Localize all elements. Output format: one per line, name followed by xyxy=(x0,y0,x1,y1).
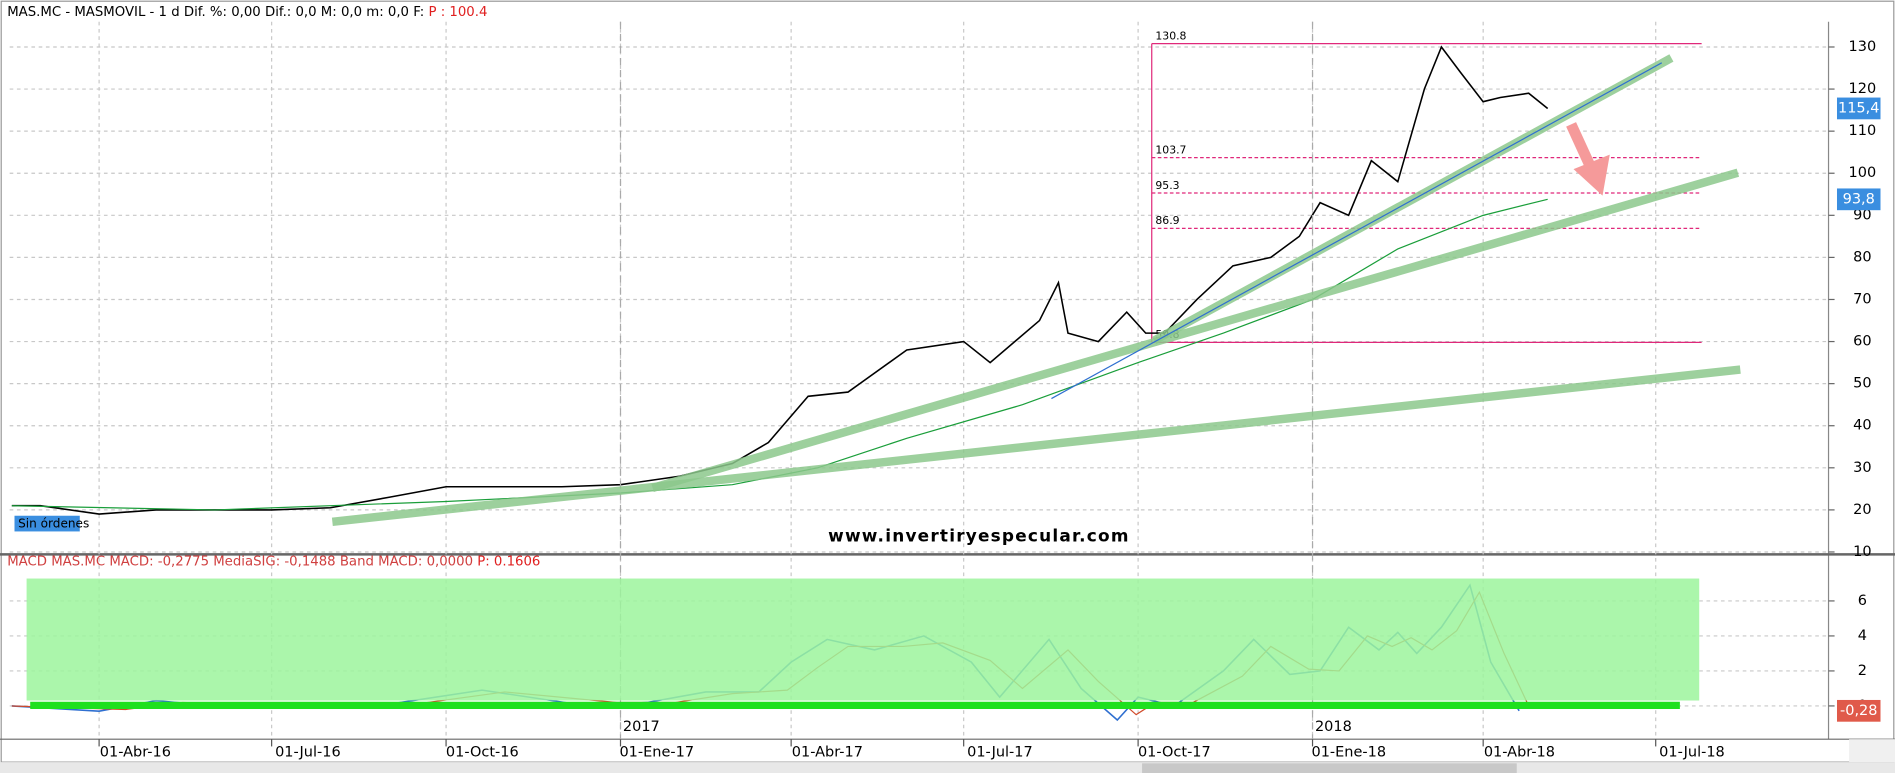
status-badge xyxy=(14,515,80,532)
trend-line xyxy=(651,168,1740,493)
series-line xyxy=(11,198,1548,511)
x-tick-label: 01-Abr-17 xyxy=(792,744,863,760)
regression-line xyxy=(1051,62,1663,400)
x-tick-label: 01-Ene-18 xyxy=(1311,744,1386,760)
y-tick-label: 50 xyxy=(1853,376,1871,392)
year-label: 2017 xyxy=(623,719,660,735)
fib-level-label: 103.7 xyxy=(1155,143,1186,156)
y-tick-label: 10 xyxy=(1853,544,1871,560)
y-tick-label: 100 xyxy=(1849,165,1877,181)
x-tick-label: 01-Oct-16 xyxy=(446,744,519,760)
fib-level-label: 86.9 xyxy=(1155,214,1179,227)
arrow-shaft xyxy=(1566,122,1596,169)
x-tick-label: 01-Jul-18 xyxy=(1659,744,1725,760)
last-value-badge xyxy=(1836,699,1881,722)
fib-level-label: 95.3 xyxy=(1155,179,1179,192)
x-tick-label: 01-Oct-17 xyxy=(1138,744,1211,760)
fib-level-label: 130.8 xyxy=(1155,29,1186,42)
y-tick-label: 70 xyxy=(1853,291,1871,307)
price-note: P : 100.4 xyxy=(429,5,488,20)
status-text: Sin órdenes xyxy=(18,517,89,531)
chart-title: MAS.MC - MASMOVIL - 1 d Dif. %: 0,00 Dif… xyxy=(7,5,487,20)
macd-note: P: 0.1606 xyxy=(477,555,540,570)
series-line xyxy=(11,45,1549,515)
macd-title: MACD MAS.MC MACD: -0,2775 MediaSIG: -0,1… xyxy=(7,555,540,570)
arrow-head xyxy=(1573,154,1610,196)
macd-band xyxy=(26,578,1700,701)
x-tick-label: 01-Abr-16 xyxy=(100,744,171,760)
y-tick-label: 120 xyxy=(1849,81,1877,97)
y-tick-label: 60 xyxy=(1853,334,1871,350)
y-tick-label: 30 xyxy=(1853,460,1871,476)
y-tick-label: 20 xyxy=(1853,502,1871,518)
overlay-layer: MAS.MC - MASMOVIL - 1 d Dif. %: 0,00 Dif… xyxy=(7,5,1881,722)
toolbar[interactable] xyxy=(1849,739,1895,763)
watermark: www.invertiryespecular.com xyxy=(828,525,1130,545)
y-tick-label: 80 xyxy=(1853,249,1871,265)
scroll-thumb[interactable] xyxy=(1142,763,1517,773)
x-tick-label: 01-Jul-16 xyxy=(275,744,341,760)
y-tick-label: 130 xyxy=(1849,39,1877,55)
title-text: MAS.MC - MASMOVIL - 1 d Dif. %: 0,00 Dif… xyxy=(7,5,424,20)
y-tick-label: 6 xyxy=(1858,593,1867,609)
y-tick-label: 110 xyxy=(1849,123,1877,139)
y-tick-label: 40 xyxy=(1853,418,1871,434)
y-tick-label: 90 xyxy=(1853,207,1871,223)
y-tick-label: 4 xyxy=(1858,628,1867,644)
year-label: 2018 xyxy=(1315,719,1352,735)
drawings xyxy=(26,54,1741,709)
x-tick-label: 01-Ene-17 xyxy=(619,744,694,760)
last-value-badge xyxy=(1836,188,1881,211)
y-tick-label: 2 xyxy=(1858,663,1867,679)
last-value-label: 115,4 xyxy=(1838,100,1879,116)
x-tick-label: 01-Abr-18 xyxy=(1484,744,1555,760)
scrollbar[interactable] xyxy=(0,762,1895,773)
last-value-label: 93,8 xyxy=(1843,191,1875,207)
x-tick-label: 01-Jul-17 xyxy=(967,744,1033,760)
trend-line xyxy=(331,365,1741,526)
last-value-label: -0,28 xyxy=(1840,703,1877,719)
last-value-badge xyxy=(1836,97,1881,120)
macd-title-text: MACD MAS.MC MACD: -0,2775 MediaSIG: -0,1… xyxy=(7,555,473,570)
